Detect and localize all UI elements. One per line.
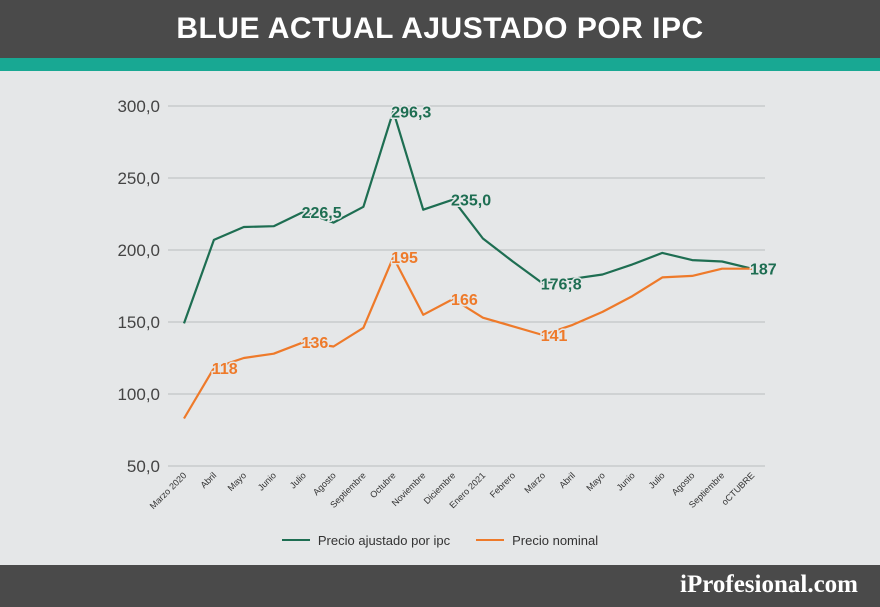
- series-line-1: [183, 256, 752, 420]
- brand-logo: iProfesional.com: [680, 571, 858, 598]
- y-tick-label: 300,0: [117, 97, 160, 116]
- data-label: 187: [750, 262, 777, 279]
- y-tick-label: 50,0: [127, 457, 160, 476]
- data-label: 176;8: [541, 276, 582, 293]
- x-tick-label: Julio: [288, 470, 308, 490]
- x-tick-label: Mayo: [226, 470, 249, 493]
- x-tick-label: Agosto: [670, 470, 697, 497]
- data-label: 166: [451, 292, 478, 309]
- y-tick-label: 150,0: [117, 313, 160, 332]
- series-lines: [182, 110, 753, 420]
- x-tick-label: Agosto: [311, 470, 338, 497]
- x-axis-ticks: Marzo 2020 Abril Mayo Junio Julio AgostoSepti…: [148, 470, 757, 511]
- x-tick-label: Julio: [647, 470, 667, 490]
- data-label: 136: [302, 335, 329, 352]
- legend-item-nominal: Precio nominal: [476, 533, 598, 548]
- data-label: 141: [541, 328, 568, 345]
- y-tick-label: 200,0: [117, 241, 160, 260]
- x-tick-label: Junio: [615, 470, 637, 492]
- data-label: 235,0: [451, 193, 491, 210]
- x-tick-label: Abril: [198, 470, 218, 490]
- data-label: 195: [391, 250, 418, 267]
- legend-label-nominal: Precio nominal: [512, 532, 599, 548]
- legend-label-ajustado: Precio ajustado por ipc: [317, 532, 451, 548]
- x-tick-label: Abril: [557, 470, 577, 490]
- title-bar: BLUE ACTUAL AJUSTADO POR IPC: [0, 0, 880, 58]
- x-tick-label: oCTUBRE: [720, 470, 757, 507]
- legend-swatch-ajustado: [281, 539, 310, 541]
- gridlines: [168, 105, 765, 467]
- data-labels: 226,5 296,3 235,0 176;8 187 118 136 195 166 141: [210, 103, 778, 380]
- data-label: 296,3: [391, 104, 431, 121]
- chart-title: BLUE ACTUAL AJUSTADO POR IPC: [176, 12, 704, 45]
- legend: Precio ajustado por ipc Precio nominal: [0, 530, 880, 550]
- x-tick-label: Marzo: [522, 470, 547, 495]
- footer-bar: iProfesional.com: [0, 565, 880, 607]
- y-tick-label: 250,0: [117, 169, 160, 188]
- accent-stripe: [0, 58, 880, 71]
- x-tick-label: Febrero: [488, 470, 517, 499]
- data-label: 226,5: [302, 205, 342, 222]
- x-tick-label: Junio: [256, 470, 278, 492]
- x-tick-label: Octubre: [368, 470, 398, 500]
- series-line-0: [182, 110, 753, 324]
- y-tick-label: 100,0: [117, 385, 160, 404]
- y-axis-ticks: 300,0 250,0 200,0 150,0 100,0 50,0: [117, 97, 160, 476]
- legend-swatch-nominal: [476, 539, 505, 541]
- data-label: 118: [212, 361, 238, 378]
- legend-item-ajustado: Precio ajustado por ipc: [281, 532, 451, 548]
- x-tick-label: Marzo 2020: [148, 470, 189, 511]
- x-tick-label: Mayo: [584, 470, 607, 493]
- line-chart: 300,0 250,0 200,0 150,0 100,0 50,0 Marzo 2020…: [117, 97, 778, 511]
